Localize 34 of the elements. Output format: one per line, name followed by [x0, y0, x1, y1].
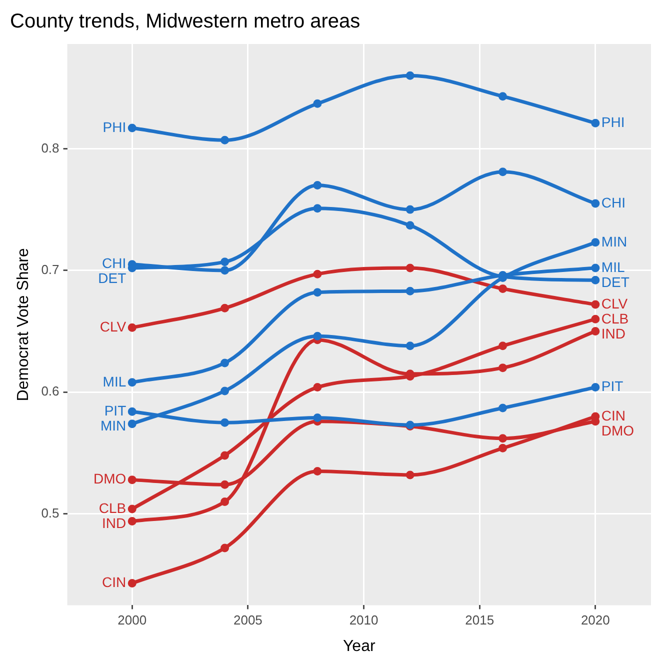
- x-tick-label: 2010: [349, 612, 378, 628]
- text: CIN: [601, 407, 626, 424]
- series-label: MIL: [102, 373, 126, 390]
- series-label: IND: [102, 514, 126, 531]
- series-label: CLB: [601, 310, 629, 326]
- y-tick-label: 0.8: [41, 140, 60, 156]
- series-label: CHI: [102, 255, 126, 272]
- series-label: PHI: [102, 118, 126, 135]
- series-label: CLV: [100, 318, 127, 335]
- y-axis-title: Democrat Vote Share: [15, 248, 32, 402]
- text: PHI: [601, 114, 625, 130]
- text: DET: [98, 270, 126, 286]
- x-tick-label: 2020: [580, 612, 610, 628]
- text: PIT: [601, 378, 624, 394]
- text: IND: [601, 325, 626, 342]
- text: MIN: [100, 418, 126, 434]
- y-tick-label: 0.6: [41, 384, 60, 399]
- series-label: MIN: [601, 233, 628, 250]
- y-tick-label: 0.5: [41, 505, 60, 520]
- text: CLV: [601, 295, 628, 312]
- x-axis-title: Year: [342, 638, 376, 655]
- text: MIL: [601, 258, 625, 275]
- x-tick-label: 2015: [465, 612, 494, 628]
- x-tick-label: 2000: [118, 612, 147, 628]
- text: CLB: [98, 500, 126, 516]
- y-tick-label: 0.7: [41, 262, 60, 278]
- text: CHI: [601, 194, 626, 210]
- series-label: DET: [601, 274, 630, 290]
- series-label: CIN: [102, 574, 126, 590]
- x-tick-label: 2005: [233, 612, 262, 628]
- series-label: DMO: [93, 470, 126, 487]
- text: DMO: [601, 422, 634, 438]
- series-label: PIT: [104, 402, 127, 418]
- chart-title: County trends, Midwestern metro areas: [10, 10, 360, 33]
